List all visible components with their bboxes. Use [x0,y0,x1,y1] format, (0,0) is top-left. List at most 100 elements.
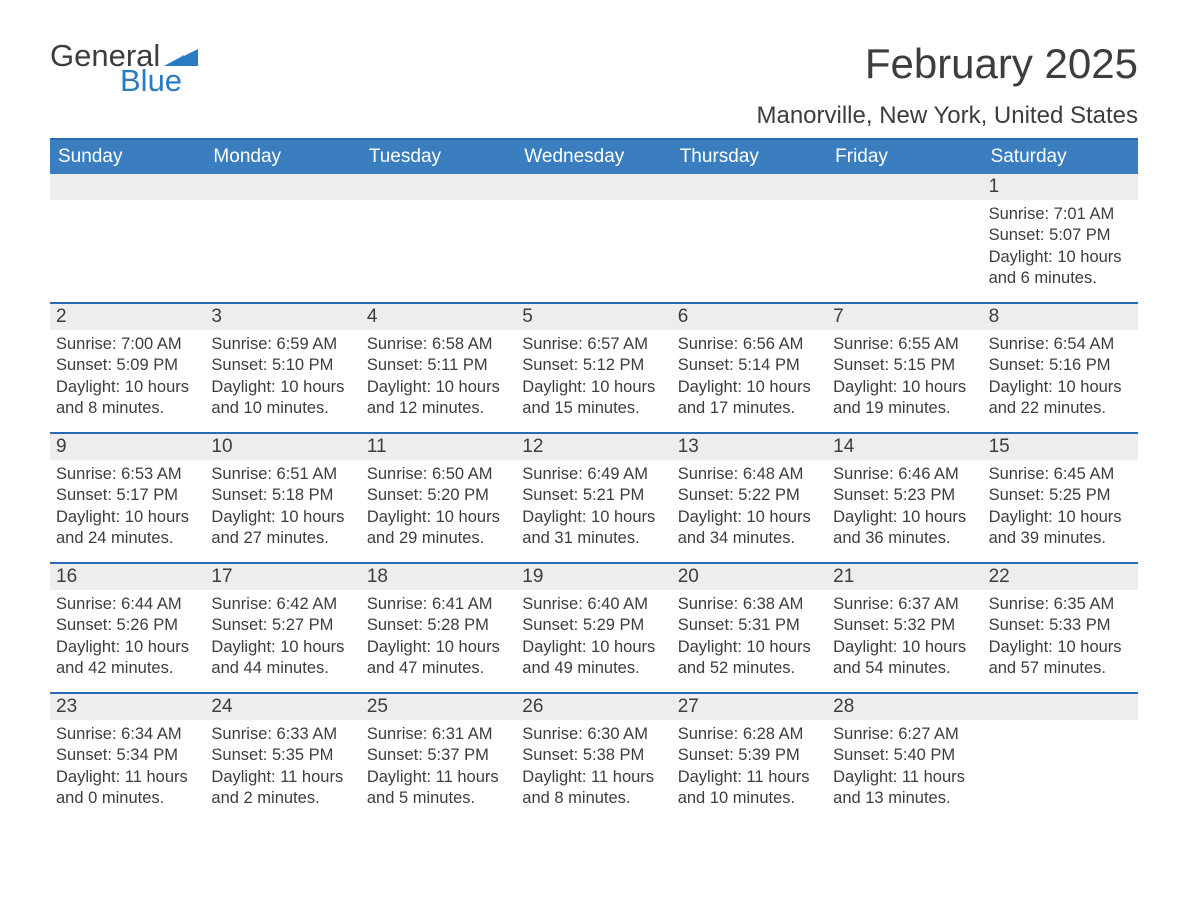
sunrise-line: Sunrise: 6:49 AM [522,464,665,485]
day-cell: 18 Sunrise: 6:41 AMSunset: 5:28 PMDayligh… [361,564,516,692]
sunset-line: Sunset: 5:09 PM [56,355,199,376]
sunrise-line: Sunrise: 6:45 AM [989,464,1132,485]
day-number-bar [361,174,516,200]
daylight-line: Daylight: 10 hours and 54 minutes. [833,637,976,680]
day-cell: 21Sunrise: 6:37 AMSunset: 5:32 PMDayligh… [827,564,982,692]
day-number-bar: 20 [672,564,827,590]
sunrise-line: Sunrise: 6:48 AM [678,464,821,485]
day-cell: 19 Sunrise: 6:40 AMSunset: 5:29 PMDayligh… [516,564,671,692]
sunrise-line: Sunrise: 6:28 AM [678,724,821,745]
sunset-line: Sunset: 5:33 PM [989,615,1132,636]
sunset-line: Sunset: 5:20 PM [367,485,510,506]
daylight-line: Daylight: 10 hours and 57 minutes. [989,637,1132,680]
day-number-bar [672,174,827,200]
sunset-line: Sunset: 5:18 PM [211,485,354,506]
sunset-line: Sunset: 5:28 PM [367,615,510,636]
day-number-bar [205,174,360,200]
sunset-line: Sunset: 5:07 PM [989,225,1132,246]
day-number-bar: 4 [361,304,516,330]
sunrise-line: Sunrise: 6:58 AM [367,334,510,355]
weekday-header: Saturday [983,140,1138,174]
weekday-header: Friday [827,140,982,174]
day-cell-empty [983,694,1138,824]
sunset-line: Sunset: 5:26 PM [56,615,199,636]
sunrise-line: Sunrise: 6:56 AM [678,334,821,355]
day-cell: 10Sunrise: 6:51 AMSunset: 5:18 PMDayligh… [205,434,360,562]
day-cell: 17Sunrise: 6:42 AMSunset: 5:27 PMDayligh… [205,564,360,692]
day-number-bar: 19 [516,564,671,590]
day-number-bar: 23 [50,694,205,720]
weekday-header: Monday [205,140,360,174]
sunrise-line: Sunrise: 6:44 AM [56,594,199,615]
day-cell: 6Sunrise: 6:56 AMSunset: 5:14 PMDaylight… [672,304,827,432]
daylight-line: Daylight: 11 hours and 8 minutes. [522,767,665,810]
day-number-bar: 8 [983,304,1138,330]
sunrise-line: Sunrise: 7:01 AM [989,204,1132,225]
day-number-bar: 15 [983,434,1138,460]
weekday-header: Wednesday [516,140,671,174]
sunset-line: Sunset: 5:38 PM [522,745,665,766]
day-cell: 15Sunrise: 6:45 AMSunset: 5:25 PMDayligh… [983,434,1138,562]
day-cell: 20Sunrise: 6:38 AMSunset: 5:31 PMDayligh… [672,564,827,692]
sunrise-line: Sunrise: 6:42 AM [211,594,354,615]
sunset-line: Sunset: 5:21 PM [522,485,665,506]
day-cell: 25Sunrise: 6:31 AMSunset: 5:37 PMDayligh… [361,694,516,824]
sunset-line: Sunset: 5:31 PM [678,615,821,636]
day-cell: 8Sunrise: 6:54 AMSunset: 5:16 PMDaylight… [983,304,1138,432]
sunrise-line: Sunrise: 6:37 AM [833,594,976,615]
weekday-header: Thursday [672,140,827,174]
daylight-line: Daylight: 11 hours and 2 minutes. [211,767,354,810]
day-cell-empty [50,174,205,302]
daylight-line: Daylight: 10 hours and 42 minutes. [56,637,199,680]
logo: General Blue [50,40,198,96]
daylight-line: Daylight: 11 hours and 0 minutes. [56,767,199,810]
daylight-line: Daylight: 11 hours and 5 minutes. [367,767,510,810]
sunrise-line: Sunrise: 6:50 AM [367,464,510,485]
day-cell: 2Sunrise: 7:00 AMSunset: 5:09 PMDaylight… [50,304,205,432]
day-cell: 13Sunrise: 6:48 AMSunset: 5:22 PMDayligh… [672,434,827,562]
sunset-line: Sunset: 5:10 PM [211,355,354,376]
day-cell: 1 Sunrise: 7:01 AMSunset: 5:07 PMDaylight… [983,174,1138,302]
day-number-bar: 12 [516,434,671,460]
day-number-bar: 9 [50,434,205,460]
daylight-line: Daylight: 10 hours and 44 minutes. [211,637,354,680]
daylight-line: Daylight: 10 hours and 6 minutes. [989,247,1132,290]
day-cell: 5Sunrise: 6:57 AMSunset: 5:12 PMDaylight… [516,304,671,432]
sunrise-line: Sunrise: 6:41 AM [367,594,510,615]
day-number-bar: 6 [672,304,827,330]
day-number-bar: 22 [983,564,1138,590]
sunrise-line: Sunrise: 6:55 AM [833,334,976,355]
sunset-line: Sunset: 5:12 PM [522,355,665,376]
day-cell: 3Sunrise: 6:59 AMSunset: 5:10 PMDaylight… [205,304,360,432]
sunrise-line: Sunrise: 6:35 AM [989,594,1132,615]
calendar: SundayMondayTuesdayWednesdayThursdayFrid… [50,140,1138,824]
day-number-bar: 2 [50,304,205,330]
day-number-bar: 1 [983,174,1138,200]
day-cell-empty [205,174,360,302]
daylight-line: Daylight: 10 hours and 49 minutes. [522,637,665,680]
sunset-line: Sunset: 5:34 PM [56,745,199,766]
day-number-bar: 26 [516,694,671,720]
day-number-bar: 11 [361,434,516,460]
sunrise-line: Sunrise: 6:40 AM [522,594,665,615]
week-row: 16Sunrise: 6:44 AMSunset: 5:26 PMDayligh… [50,564,1138,694]
daylight-line: Daylight: 10 hours and 17 minutes. [678,377,821,420]
daylight-line: Daylight: 10 hours and 47 minutes. [367,637,510,680]
day-number-bar: 14 [827,434,982,460]
daylight-line: Daylight: 10 hours and 22 minutes. [989,377,1132,420]
header: General Blue February 2025 [50,40,1138,96]
day-cell: 23Sunrise: 6:34 AMSunset: 5:34 PMDayligh… [50,694,205,824]
daylight-line: Daylight: 11 hours and 10 minutes. [678,767,821,810]
sunrise-line: Sunrise: 6:57 AM [522,334,665,355]
day-cell: 12Sunrise: 6:49 AMSunset: 5:21 PMDayligh… [516,434,671,562]
location-subtitle: Manorville, New York, United States [50,102,1138,140]
day-number-bar [516,174,671,200]
daylight-line: Daylight: 10 hours and 27 minutes. [211,507,354,550]
day-cell-empty [361,174,516,302]
weekday-header-row: SundayMondayTuesdayWednesdayThursdayFrid… [50,140,1138,174]
sunrise-line: Sunrise: 6:38 AM [678,594,821,615]
sunset-line: Sunset: 5:29 PM [522,615,665,636]
weeks-container: 1Sunrise: 7:01 AMSunset: 5:07 PMDaylight… [50,174,1138,824]
day-number-bar: 18 [361,564,516,590]
day-number-bar [50,174,205,200]
